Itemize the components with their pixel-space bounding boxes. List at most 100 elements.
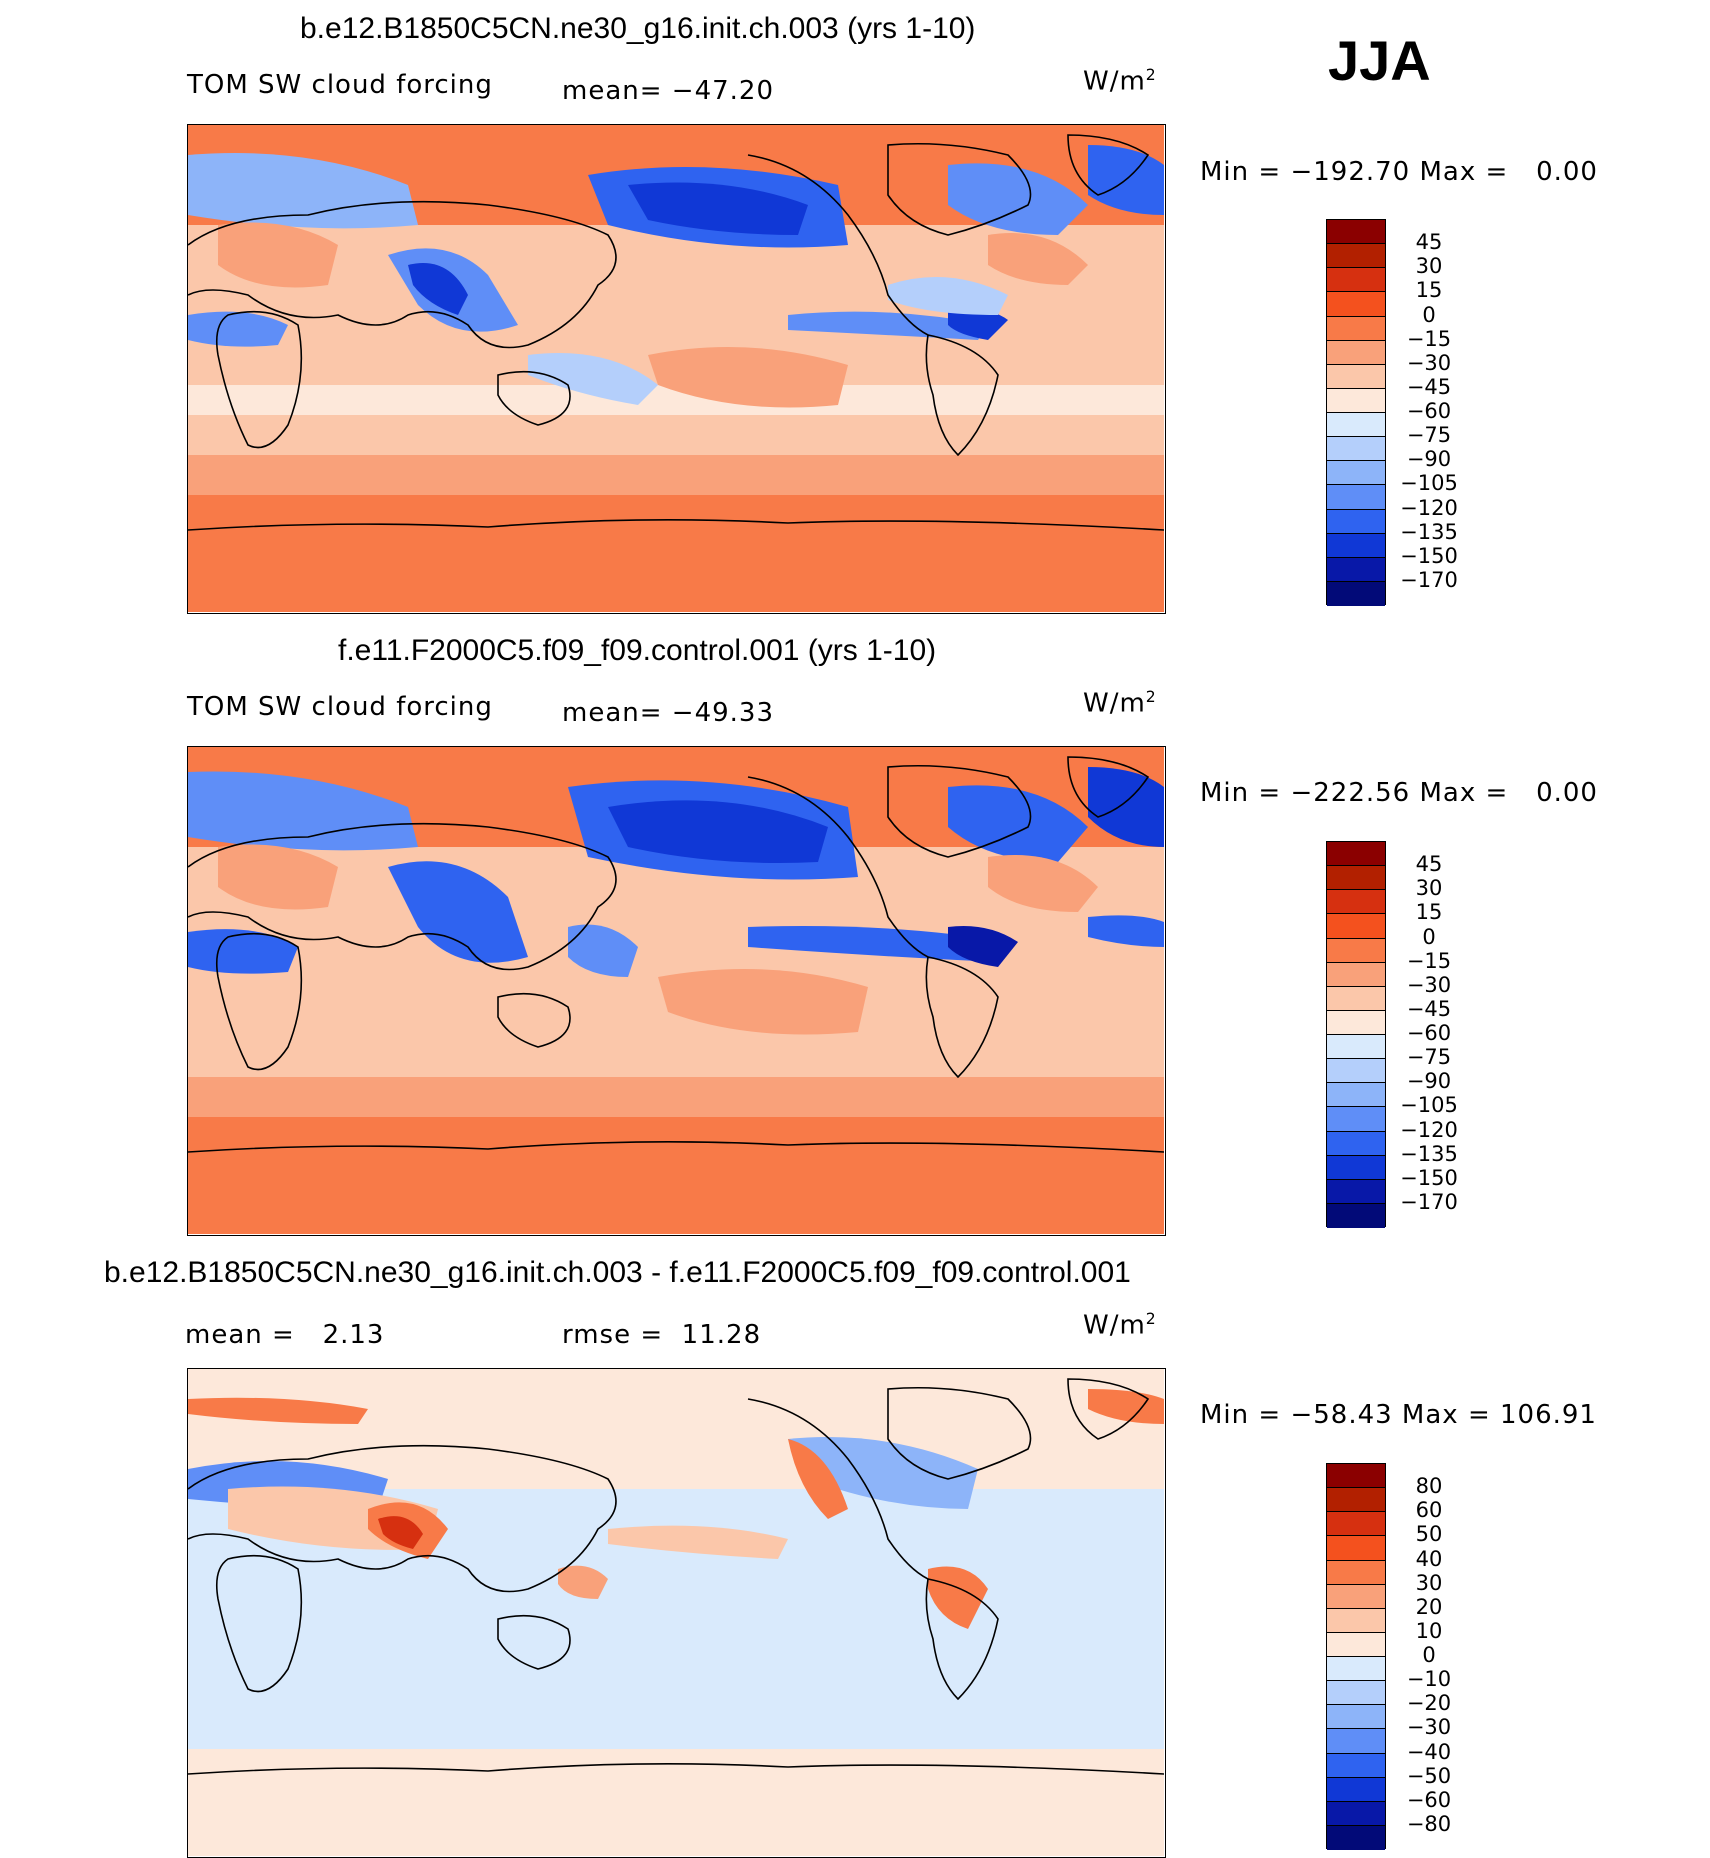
panel-2-title: f.e11.F2000C5.f09_f09.control.001 (yrs 1… [338, 634, 937, 667]
colorbar-segment [1327, 1584, 1385, 1609]
colorbar-tick-label: 45 [1415, 852, 1443, 877]
panel-3-colorbar [1326, 1463, 1386, 1850]
colorbar-tick-label: 0 [1422, 302, 1436, 327]
colorbar-segment [1327, 292, 1385, 317]
colorbar-tick-label: −50 [1406, 1763, 1452, 1788]
colorbar-segment [1327, 485, 1385, 510]
panel-2-mean: mean= −49.33 [562, 698, 775, 728]
panel-2-minmax: Min = −222.56 Max = 0.00 [1200, 778, 1598, 808]
panel-2-map [187, 746, 1166, 1236]
colorbar-tick-label: −75 [1406, 423, 1452, 448]
colorbar-tick-label: 30 [1415, 876, 1443, 901]
colorbar-segment [1327, 413, 1385, 438]
colorbar-segment [1327, 1512, 1385, 1537]
colorbar-tick-label: 15 [1415, 900, 1443, 925]
colorbar-segment [1327, 388, 1385, 413]
colorbar-tick-label: 0 [1422, 924, 1436, 949]
colorbar-segment [1327, 509, 1385, 534]
colorbar-tick-label: −90 [1406, 447, 1452, 472]
colorbar-tick-label: −80 [1406, 1811, 1452, 1836]
panel-1-minmax: Min = −192.70 Max = 0.00 [1200, 157, 1598, 187]
colorbar-tick-label: −15 [1406, 948, 1452, 973]
panel-3-mean: mean = 2.13 [185, 1320, 385, 1350]
colorbar-segment [1327, 1010, 1385, 1035]
panel-2-colorbar [1326, 841, 1386, 1228]
colorbar-tick-label: 0 [1422, 1643, 1436, 1667]
colorbar-tick-label: −170 [1400, 1189, 1458, 1214]
colorbar-tick-label: 40 [1415, 1546, 1443, 1571]
colorbar-segment [1327, 1681, 1385, 1706]
colorbar-segment [1327, 938, 1385, 963]
colorbar-segment [1327, 1801, 1385, 1826]
colorbar-segment [1327, 1488, 1385, 1513]
colorbar-tick-label: −45 [1406, 996, 1452, 1021]
colorbar-tick-label: −45 [1406, 374, 1452, 399]
colorbar-tick-label: −10 [1406, 1667, 1452, 1692]
colorbar-segment [1327, 533, 1385, 558]
colorbar-segment [1327, 842, 1385, 867]
colorbar-tick-label: −150 [1400, 1165, 1458, 1190]
colorbar-segment [1327, 890, 1385, 915]
panel-1-title: b.e12.B1850C5CN.ne30_g16.init.ch.003 (yr… [300, 12, 976, 45]
colorbar-tick-label: −40 [1406, 1739, 1452, 1764]
colorbar-segment [1327, 1536, 1385, 1561]
colorbar-segment [1327, 866, 1385, 891]
colorbar-segment [1327, 1059, 1385, 1084]
colorbar-segment [1327, 986, 1385, 1011]
colorbar-tick-label: 45 [1415, 230, 1443, 255]
panel-3-units: W/m2 [1083, 1310, 1157, 1341]
colorbar-segment [1327, 1083, 1385, 1108]
colorbar-tick-label: −75 [1406, 1045, 1452, 1070]
colorbar-segment [1327, 1560, 1385, 1585]
season-label: JJA [1328, 29, 1431, 92]
colorbar-tick-label: 15 [1415, 278, 1443, 303]
panel-1-mean: mean= −47.20 [562, 76, 775, 106]
colorbar-segment [1327, 1203, 1385, 1228]
panel-3-rmse: rmse = 11.28 [562, 1320, 762, 1350]
colorbar-segment [1327, 461, 1385, 486]
colorbar-tick-label: 20 [1415, 1594, 1443, 1619]
colorbar-segment [1327, 268, 1385, 293]
colorbar-tick-label: 30 [1415, 254, 1443, 279]
colorbar-tick-label: −135 [1400, 1141, 1458, 1166]
colorbar-tick-label: −60 [1406, 1787, 1452, 1812]
panel-3-title: b.e12.B1850C5CN.ne30_g16.init.ch.003 - f… [104, 1256, 1131, 1289]
colorbar-tick-label: 10 [1415, 1618, 1443, 1643]
panel-2-units: W/m2 [1083, 688, 1157, 719]
colorbar-tick-label: 60 [1415, 1498, 1443, 1523]
colorbar-segment [1327, 1705, 1385, 1730]
colorbar-tick-label: −120 [1400, 1117, 1458, 1142]
colorbar-segment [1327, 437, 1385, 462]
panel-1-units: W/m2 [1083, 66, 1157, 97]
colorbar-tick-label: −105 [1400, 1093, 1458, 1118]
colorbar-tick-label: 50 [1415, 1522, 1443, 1547]
colorbar-segment [1327, 914, 1385, 939]
colorbar-segment [1327, 581, 1385, 606]
colorbar-segment [1327, 316, 1385, 341]
panel-3-minmax: Min = −58.43 Max = 106.91 [1200, 1400, 1597, 1430]
colorbar-tick-label: −170 [1400, 567, 1458, 592]
colorbar-segment [1327, 962, 1385, 987]
panel-2-variable: TOM SW cloud forcing [187, 692, 493, 722]
colorbar-tick-label: −60 [1406, 399, 1452, 423]
colorbar-segment [1327, 557, 1385, 582]
colorbar-segment [1327, 1131, 1385, 1156]
colorbar-segment [1327, 1608, 1385, 1633]
colorbar-segment [1327, 1179, 1385, 1204]
colorbar-segment [1327, 1155, 1385, 1180]
colorbar-tick-label: −105 [1400, 471, 1458, 496]
colorbar-tick-label: −60 [1406, 1021, 1452, 1045]
colorbar-tick-label: −20 [1406, 1691, 1452, 1716]
colorbar-segment [1327, 1632, 1385, 1657]
colorbar-tick-label: −135 [1400, 519, 1458, 544]
colorbar-tick-label: −30 [1406, 1715, 1452, 1740]
colorbar-tick-label: 30 [1415, 1570, 1443, 1595]
colorbar-tick-label: −90 [1406, 1069, 1452, 1094]
colorbar-segment [1327, 1825, 1385, 1850]
colorbar-tick-label: −30 [1406, 350, 1452, 375]
colorbar-segment [1327, 364, 1385, 389]
colorbar-segment [1327, 1107, 1385, 1132]
colorbar-segment [1327, 1035, 1385, 1060]
colorbar-segment [1327, 244, 1385, 269]
panel-1-variable: TOM SW cloud forcing [187, 70, 493, 100]
